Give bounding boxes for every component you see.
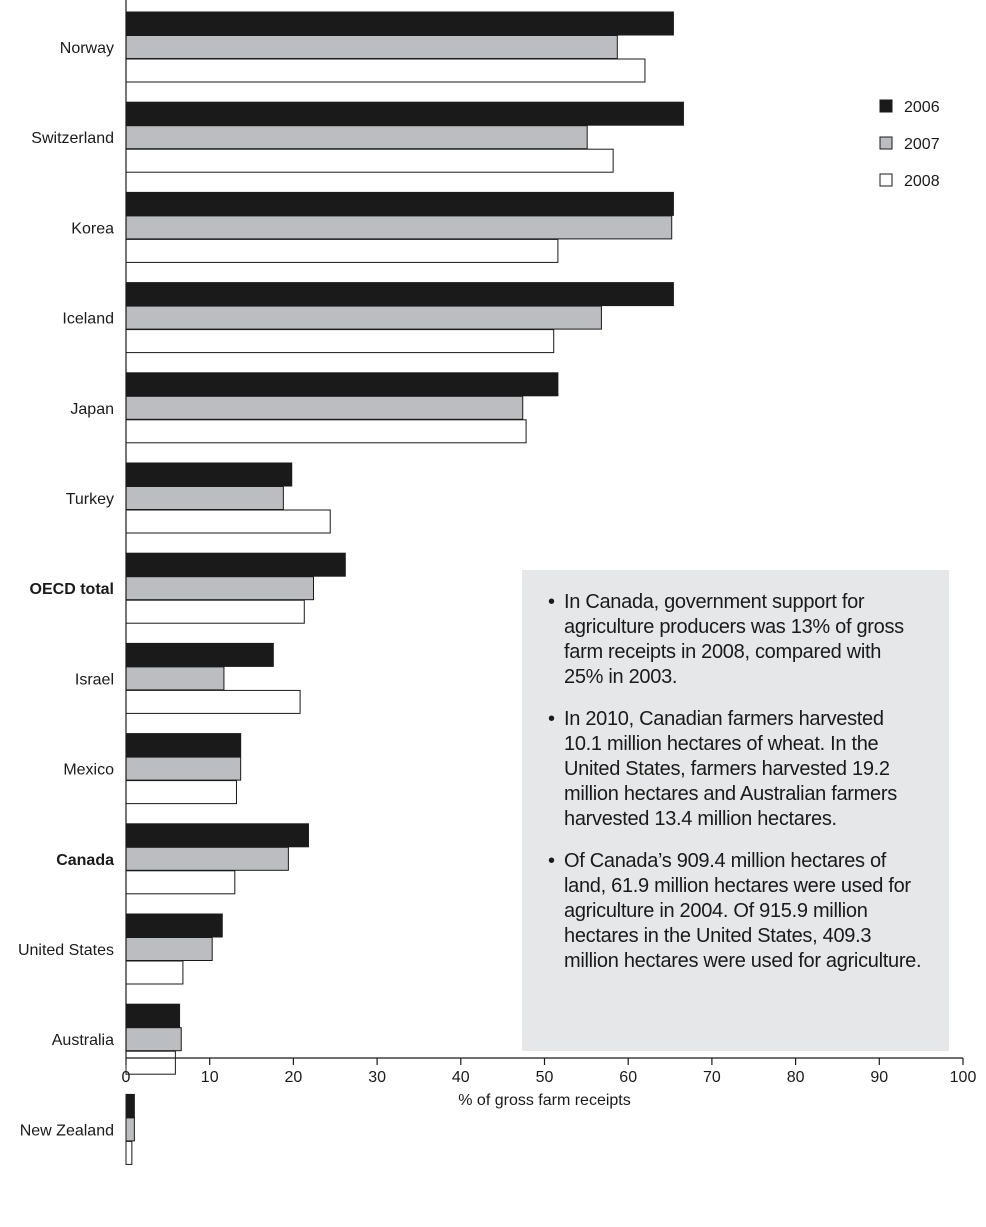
bar-2008-new-zealand — [125, 1140, 133, 1165]
bar-2008-israel — [125, 689, 301, 714]
bar-2008-iceland — [125, 329, 555, 354]
bar-2006-switzerland — [125, 101, 684, 126]
legend: 2006 2007 2008 — [879, 99, 940, 190]
legend-swatch-2007 — [879, 136, 893, 150]
bar-2008-norway — [125, 58, 646, 83]
x-tick-label: 40 — [452, 1069, 470, 1086]
bar-2007-oecd-total — [125, 576, 314, 601]
bar-2007-new-zealand — [125, 1117, 135, 1142]
bar-2007-australia — [125, 1027, 182, 1052]
bar-2007-united-states — [125, 937, 213, 961]
category-label: Israel — [75, 671, 114, 688]
notes-list: • In Canada, government support for agri… — [546, 590, 923, 974]
bar-2006-turkey — [125, 462, 293, 487]
note-item: • Of Canada’s 909.4 million hectares of … — [546, 849, 923, 974]
bar-2008-turkey — [125, 509, 331, 534]
category-label: Turkey — [66, 491, 114, 508]
bar-2006-israel — [125, 642, 274, 667]
x-tick-label: 80 — [787, 1069, 805, 1086]
bar-2006-australia — [125, 1003, 181, 1028]
category-label: Switzerland — [31, 130, 114, 147]
bar-2007-japan — [125, 395, 524, 420]
bar-2007-switzerland — [125, 125, 588, 150]
legend-swatch-2006 — [879, 99, 893, 113]
legend-label-2008: 2008 — [904, 173, 940, 190]
bar-2006-norway — [125, 11, 674, 36]
x-tick-label: 90 — [870, 1069, 888, 1086]
bar-2007-iceland — [125, 305, 602, 330]
x-tick-label: 30 — [368, 1069, 386, 1086]
category-label: Iceland — [62, 311, 114, 328]
x-tick-label: 70 — [703, 1069, 721, 1086]
category-label: United States — [18, 942, 114, 959]
bar-2008-united-states — [125, 960, 184, 985]
bar-2008-australia — [125, 1050, 176, 1075]
notes-box: • In Canada, government support for agri… — [522, 570, 949, 1051]
legend-swatch-2008 — [879, 173, 893, 187]
bullet-icon: • — [548, 850, 555, 872]
x-tick-label: 60 — [619, 1069, 637, 1086]
bar-2006-korea — [125, 191, 674, 216]
category-label: OECD total — [30, 581, 114, 598]
bar-2007-israel — [125, 666, 225, 691]
bar-2006-mexico — [125, 733, 242, 758]
category-label: Mexico — [63, 762, 114, 779]
bar-2008-korea — [125, 238, 559, 263]
category-label: Japan — [70, 401, 114, 418]
bar-2007-norway — [125, 35, 618, 59]
x-tick-label: 10 — [201, 1069, 219, 1086]
note-text: In Canada, government support for agricu… — [564, 591, 904, 688]
x-tick-label: 0 — [122, 1069, 131, 1086]
bar-2007-mexico — [125, 756, 242, 781]
legend-label-2007: 2007 — [904, 136, 940, 153]
category-label: Norway — [60, 40, 114, 57]
bar-2006-canada — [125, 823, 309, 848]
category-label: New Zealand — [20, 1122, 114, 1139]
bullet-icon: • — [548, 591, 555, 613]
x-tick-label: 100 — [950, 1069, 977, 1086]
bar-2006-oecd-total — [125, 552, 346, 577]
note-text: Of Canada’s 909.4 million hectares of la… — [564, 850, 922, 972]
category-label: Australia — [52, 1032, 114, 1049]
bar-2008-japan — [125, 419, 527, 444]
bar-2006-new-zealand — [125, 1093, 135, 1118]
bar-2008-canada — [125, 870, 236, 895]
bar-2006-united-states — [125, 913, 223, 938]
x-tick-label: 50 — [536, 1069, 554, 1086]
category-labels: Norway Switzerland Korea Iceland Japan Turkey… — [18, 40, 114, 1139]
note-text: In 2010, Canadian farmers harvested 10.1… — [564, 708, 897, 830]
category-label: Canada — [56, 852, 114, 869]
x-tick-label: 20 — [285, 1069, 303, 1086]
note-item: • In 2010, Canadian farmers harvested 10… — [546, 707, 923, 832]
bar-2008-mexico — [125, 780, 237, 805]
bar-2006-iceland — [125, 282, 674, 307]
bar-2008-oecd-total — [125, 599, 305, 624]
bar-2007-turkey — [125, 486, 284, 510]
x-axis-title: % of gross farm receipts — [458, 1092, 631, 1109]
bar-2006-japan — [125, 372, 559, 397]
note-item: • In Canada, government support for agri… — [546, 590, 923, 690]
bullet-icon: • — [548, 708, 555, 730]
bar-2008-switzerland — [125, 148, 614, 173]
legend-label-2006: 2006 — [904, 99, 940, 116]
bar-2007-korea — [125, 215, 673, 240]
x-axis: 0 10 20 30 40 50 60 70 80 90 100 % of gross farm re… — [122, 0, 977, 1109]
bar-2007-canada — [125, 846, 289, 871]
category-label: Korea — [71, 220, 114, 237]
